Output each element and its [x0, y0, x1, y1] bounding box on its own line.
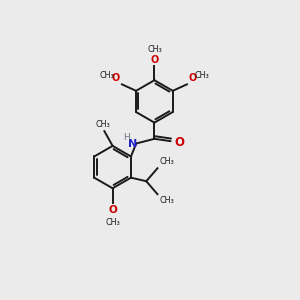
- Text: CH₃: CH₃: [195, 71, 210, 80]
- Text: CH₃: CH₃: [148, 45, 162, 54]
- Text: O: O: [150, 55, 158, 65]
- Text: CH₃: CH₃: [159, 196, 174, 205]
- Text: CH₃: CH₃: [159, 157, 174, 166]
- Text: H: H: [123, 133, 130, 142]
- Text: O: O: [108, 206, 117, 215]
- Text: O: O: [112, 73, 120, 83]
- Text: CH₃: CH₃: [105, 218, 120, 227]
- Text: CH₃: CH₃: [95, 120, 110, 129]
- Text: CH₃: CH₃: [99, 71, 114, 80]
- Text: N: N: [128, 139, 137, 149]
- Text: O: O: [174, 136, 184, 148]
- Text: O: O: [189, 73, 197, 83]
